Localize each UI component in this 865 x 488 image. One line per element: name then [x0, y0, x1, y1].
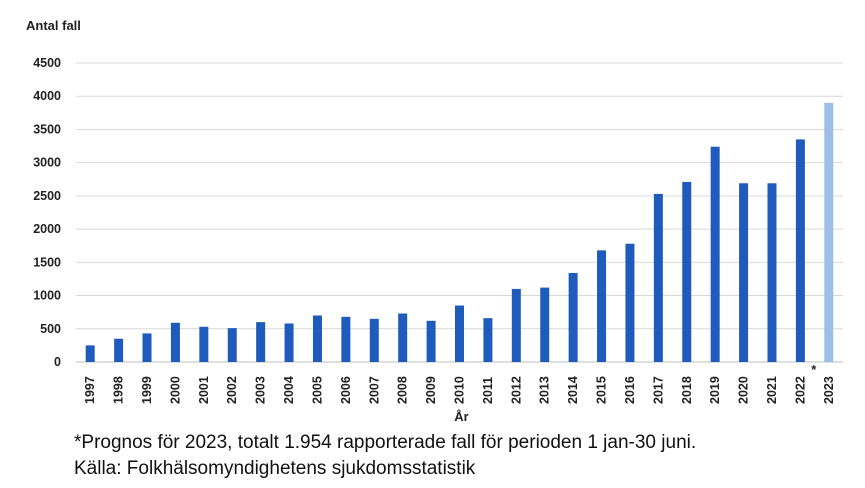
y-tick-label: 2500 — [33, 189, 61, 203]
bar — [653, 193, 663, 362]
y-tick-label: 0 — [54, 355, 61, 369]
y-axis-label: Antal fall — [26, 18, 81, 33]
x-tick-label: 2015 — [595, 376, 609, 404]
x-tick-label: 2020 — [737, 376, 751, 404]
bar — [597, 250, 607, 362]
x-tick-label: 2001 — [197, 376, 211, 404]
bar — [199, 326, 209, 362]
bar — [739, 183, 749, 362]
x-tick-label: 2014 — [566, 376, 580, 404]
bar-chart: 0 500 1000 1500 2000 2500 3000 3500 4000 4500 1997… — [33, 56, 843, 424]
bar — [312, 315, 322, 362]
bar — [341, 316, 351, 362]
bar — [426, 320, 436, 362]
x-tick-label: 2012 — [509, 376, 523, 404]
x-tick-label: 1998 — [112, 376, 126, 404]
x-tick-label: 2018 — [680, 376, 694, 404]
x-tick-label: 2023 — [822, 376, 836, 404]
y-tick-label: 3000 — [33, 156, 61, 170]
forecast-marker: * — [811, 362, 817, 377]
bar — [227, 328, 237, 362]
bar — [795, 139, 805, 362]
forecast-bar — [824, 102, 834, 362]
bar — [114, 338, 124, 362]
x-tick-label: 2005 — [310, 376, 324, 404]
x-tick-label: 2017 — [651, 376, 665, 404]
x-tick-label: 2006 — [339, 376, 353, 404]
x-tick-label: 2019 — [708, 376, 722, 404]
source-footnote: Källa: Folkhälsomyndighetens sjukdomssta… — [74, 458, 476, 479]
y-tick-label: 3500 — [33, 122, 61, 136]
bar — [142, 333, 152, 362]
bar — [511, 288, 521, 362]
x-tick-label: 2007 — [367, 376, 381, 404]
x-tick-label: 2003 — [254, 376, 268, 404]
bar — [625, 243, 635, 362]
x-tick-label: 2009 — [424, 376, 438, 404]
x-tick-label: 2011 — [481, 377, 495, 404]
chart-area: Antal fall 0 500 1000 1500 2000 2500 3000 3500 4… — [26, 18, 843, 424]
forecast-footnote: *Prognos för 2023, totalt 1.954 rapporte… — [74, 432, 697, 453]
x-tick-label: 2008 — [396, 376, 410, 404]
y-tick-label: 1000 — [33, 289, 61, 303]
bar — [369, 318, 379, 362]
bar — [682, 181, 692, 362]
x-tick-label: 2013 — [538, 376, 552, 404]
bar — [483, 318, 493, 362]
x-tick-label: 2016 — [623, 376, 637, 404]
x-tick-label: 2021 — [765, 376, 779, 404]
bar — [455, 305, 464, 362]
x-tick-label: 1999 — [140, 376, 154, 404]
x-tick-label: 2010 — [453, 376, 467, 404]
bar — [767, 183, 777, 362]
y-tick-label: 500 — [40, 322, 61, 336]
bar — [398, 313, 408, 362]
y-tick-label: 1500 — [33, 255, 61, 269]
bar — [256, 322, 266, 362]
y-tick-label: 4000 — [33, 89, 61, 103]
y-tick-label: 2000 — [33, 222, 61, 236]
bar — [540, 287, 550, 362]
bar — [85, 345, 95, 362]
y-tick-label: 4500 — [33, 56, 61, 70]
bar — [284, 323, 294, 362]
bar — [170, 322, 180, 362]
x-tick-label: 2022 — [793, 376, 807, 404]
x-tick-label: 1997 — [83, 376, 97, 404]
x-tick-label: 2000 — [168, 376, 182, 404]
bar — [710, 146, 720, 362]
x-tick-label: 2002 — [225, 376, 239, 404]
x-tick-label: 2004 — [282, 376, 296, 404]
x-axis-label: År — [454, 409, 468, 424]
bar — [568, 272, 578, 362]
